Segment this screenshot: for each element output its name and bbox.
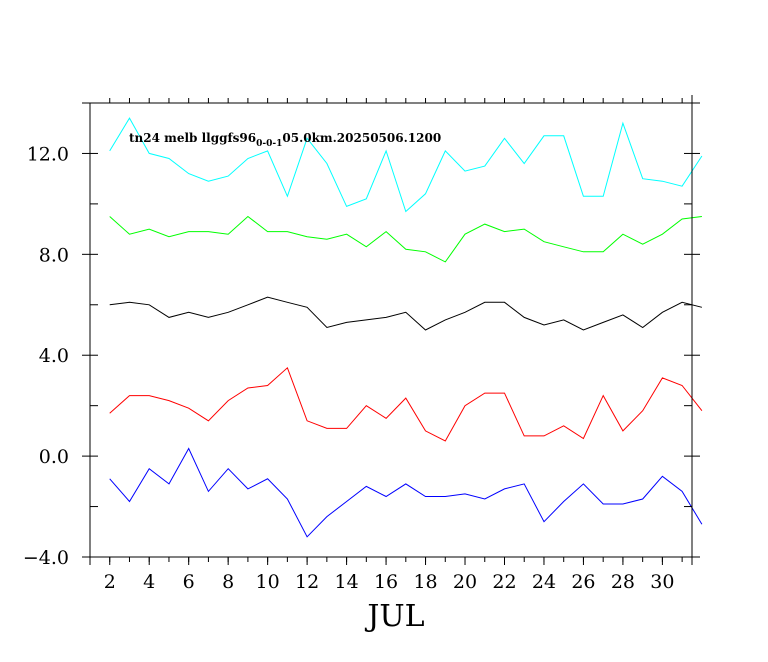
y-tick-label: 8.0 — [39, 244, 69, 266]
chart-title-main: tn24 melb llggfs96 — [129, 131, 256, 145]
x-tick-label: 22 — [492, 571, 516, 593]
x-tick-label: 8 — [222, 571, 234, 593]
chart-title-tail: 05.0km.20250506.1200 — [282, 131, 441, 145]
x-tick-label: 14 — [334, 571, 358, 593]
series-line-2 — [109, 215, 702, 263]
x-tick-label: 6 — [183, 571, 195, 593]
x-tick-label: 4 — [143, 571, 155, 593]
series-line-3 — [109, 296, 703, 331]
series-line-4 — [109, 366, 703, 442]
chart-title: tn24 melb llggfs960-0-105.0km.20250506.1… — [129, 131, 441, 149]
x-tick-label: 20 — [453, 571, 477, 593]
series-line-5 — [109, 447, 703, 538]
chart-title-sub: 0-0-1 — [256, 139, 282, 149]
y-tick-label: 0.0 — [39, 446, 69, 468]
y-tick-label: 4.0 — [39, 345, 69, 367]
y-tick-label: −4.0 — [23, 547, 69, 569]
series-layer — [109, 117, 703, 538]
axis-ticks: 2 4 6 8 10 12 14 16 18 20 22 24 26 28 30−4.00.04.08.01… — [23, 98, 700, 593]
axes-frame — [82, 95, 700, 565]
x-tick-label: 10 — [256, 571, 280, 593]
x-axis-label: JUL — [364, 599, 424, 634]
x-tick-label: 18 — [413, 571, 437, 593]
x-tick-label: 24 — [532, 571, 556, 593]
x-tick-label: 16 — [374, 571, 398, 593]
x-tick-label: 30 — [650, 571, 674, 593]
x-tick-label: 2 — [104, 571, 116, 593]
x-tick-label: 28 — [611, 571, 635, 593]
series-line-1 — [109, 117, 703, 213]
x-tick-label: 26 — [571, 571, 595, 593]
y-tick-label: 12.0 — [27, 143, 69, 165]
x-tick-label: 12 — [295, 571, 319, 593]
